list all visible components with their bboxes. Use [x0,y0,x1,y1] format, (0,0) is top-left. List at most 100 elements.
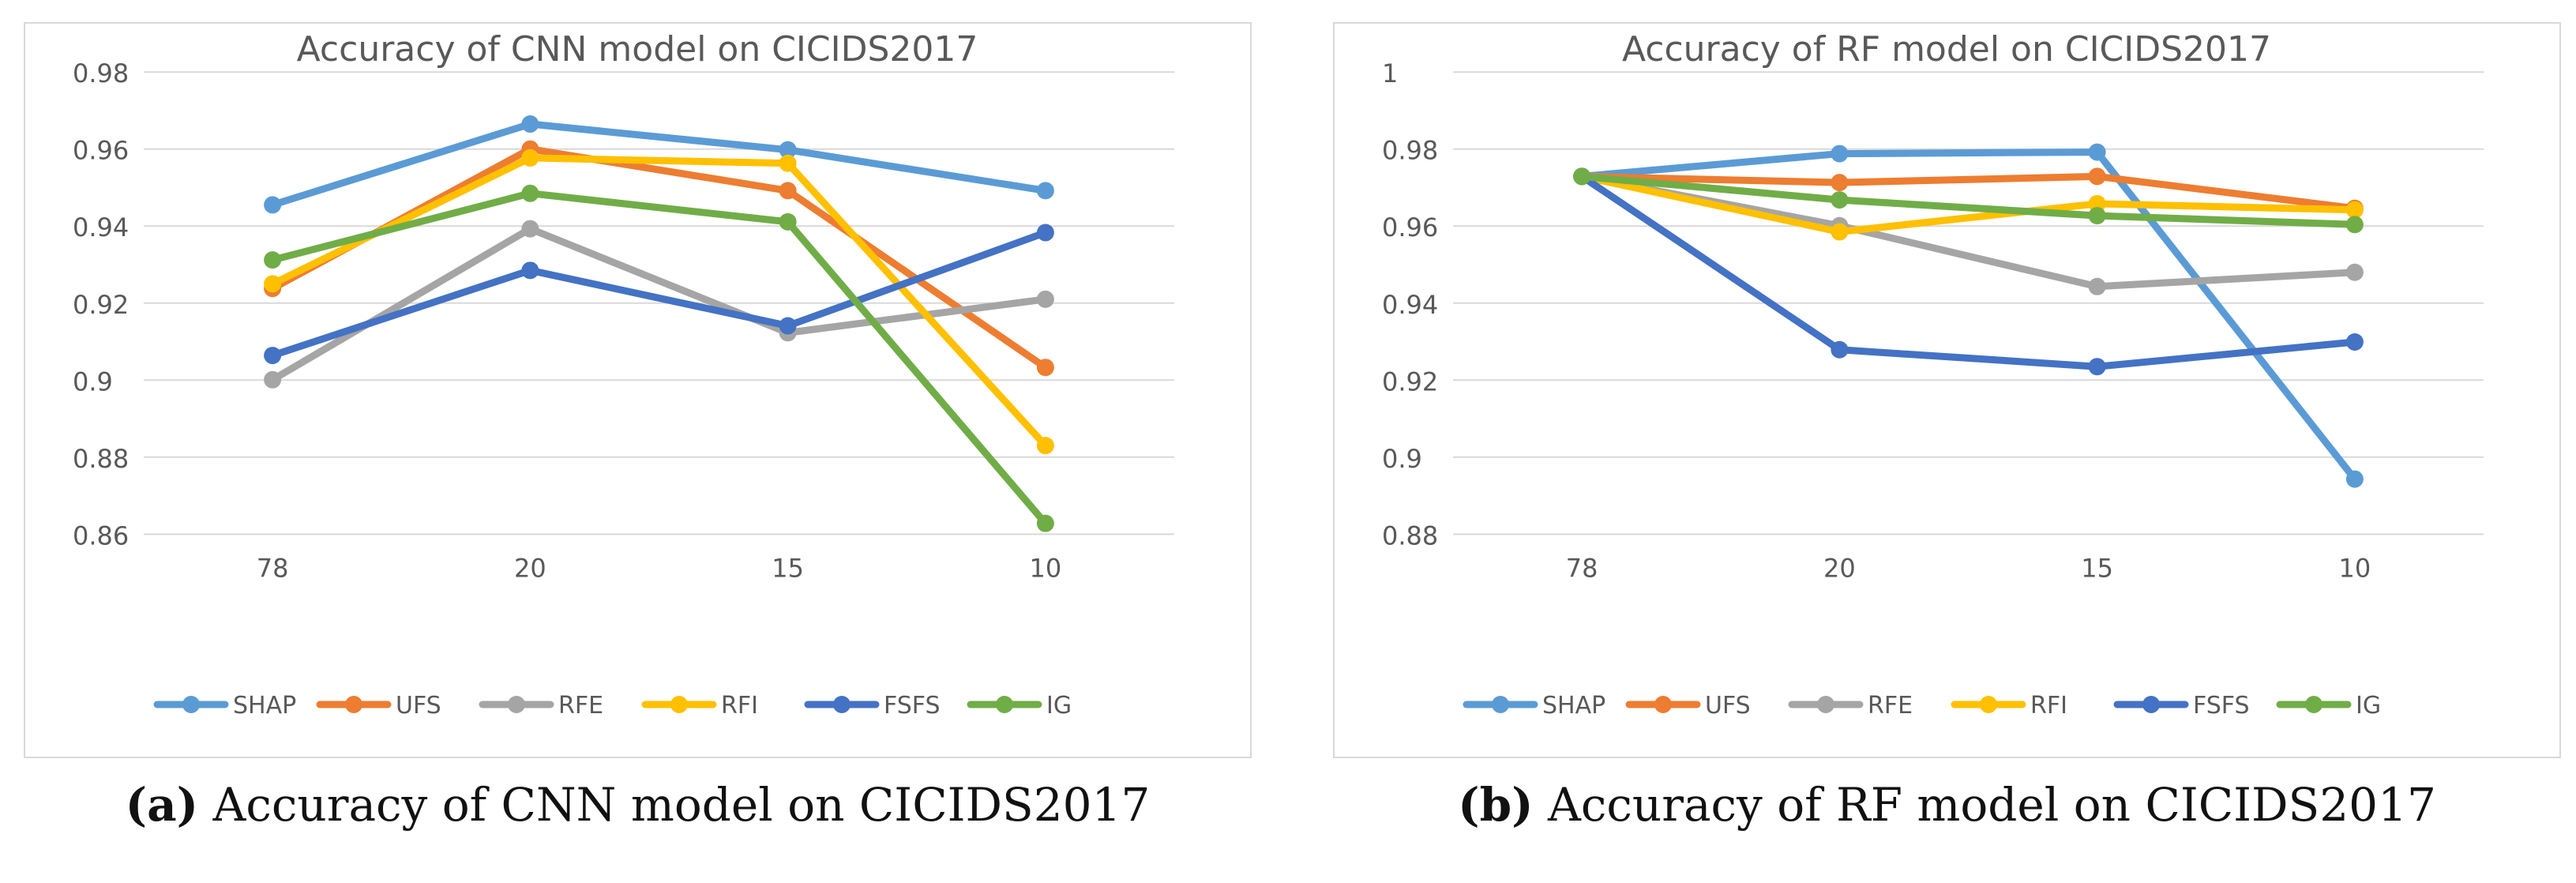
cnn-legend-marker-rfe [508,696,525,713]
cnn-point-fsfs [779,317,797,335]
rf-y-tick-label: 0.98 [1382,136,1438,166]
cnn-legend-marker-shap [182,696,200,713]
rf-point-fsfs [2345,333,2364,351]
cnn-y-tick-label: 0.86 [73,520,129,550]
rf-point-ig [1831,191,1849,209]
rf-point-ufs [2088,167,2106,186]
caption-b-text: Accuracy of RF model on CICIDS2017 [1548,778,2436,832]
rf-series-line-ig [1578,172,2359,228]
rf-point-fsfs [1831,340,1849,359]
chart-panel-rf: Accuracy of RF model on CICIDS2017 0.88 0.… [1333,22,2561,758]
rf-point-ufs [1831,174,1849,192]
rf-point-fsfs [2088,358,2106,376]
rf-legend-marker-ufs [1654,696,1672,713]
rf-y-tick-label: 0.96 [1382,212,1438,242]
cnn-point-fsfs [521,261,539,280]
cnn-point-ig [779,212,797,231]
caption-a-text: Accuracy of CNN model on CICIDS2017 [212,778,1151,832]
rf-series-line-fsfs [1578,172,2359,370]
cnn-y-tick-label: 0.92 [73,290,129,320]
cnn-point-fsfs [1036,224,1054,242]
cnn-legend-label-ig: IG [1046,692,1072,720]
cnn-point-ig [1036,514,1054,532]
cnn-point-ufs [1036,359,1054,377]
cnn-x-tick-label: 78 [257,553,289,583]
cnn-legend-label-fsfs: FSFS [884,692,941,720]
cnn-x-tick-label: 20 [514,553,546,583]
cnn-point-ufs [779,182,797,200]
rf-x-tick-label: 78 [1566,553,1598,583]
rf-point-rfe [2088,277,2106,295]
rf-legend-label-rfe: RFE [1868,692,1913,720]
cnn-point-fsfs [264,347,282,365]
cnn-point-shap [779,141,797,159]
rf-series-line-shap [1578,148,2359,483]
rf-series-line-ufs [1578,172,2359,212]
cnn-y-tick-label: 0.96 [73,136,129,166]
cnn-point-rfe [1036,290,1054,308]
rf-legend-marker-rfe [1817,696,1834,713]
rf-legend-marker-fsfs [2142,696,2160,713]
cnn-accuracy-chart: Accuracy of CNN model on CICIDS2017 0.86 0… [73,29,1174,720]
cnn-series-line-ufs [268,145,1050,371]
rf-y-tick-label: 0.9 [1382,444,1422,474]
cnn-legend-marker-rfi [670,696,688,713]
rf-accuracy-chart: Accuracy of RF model on CICIDS2017 0.88 0.… [1382,29,2484,720]
rf-x-tick-label: 10 [2339,553,2371,583]
rf-legend-label-rfi: RFI [2030,692,2067,720]
cnn-point-shap [1036,182,1054,200]
rf-y-tick-label: 1 [1382,58,1398,88]
rf-legend-label-fsfs: FSFS [2193,692,2250,720]
rf-legend-label-shap: SHAP [1542,692,1605,720]
cnn-y-tick-label: 0.88 [73,444,129,474]
cnn-point-ig [521,184,539,202]
rf-point-rfe [2345,263,2364,281]
cnn-series-line-rfe [268,225,1050,384]
cnn-series-line-fsfs [268,229,1050,359]
cnn-point-rfe [521,220,539,238]
cnn-chart-title: Accuracy of CNN model on CICIDS2017 [297,29,978,70]
rf-point-shap [2345,470,2364,488]
rf-chart-title: Accuracy of RF model on CICIDS2017 [1622,29,2271,70]
cnn-legend-marker-fsfs [833,696,851,713]
cnn-x-tick-label: 15 [772,553,804,583]
cnn-y-tick-label: 0.9 [73,366,113,396]
rf-series-line-rfi [1578,172,2359,236]
cnn-legend-label-ufs: UFS [396,692,441,720]
rf-legend-marker-rfi [1980,696,1997,713]
cnn-point-rfi [779,154,797,172]
rf-legend-marker-shap [1492,696,1509,713]
cnn-point-ig [264,251,282,269]
rf-x-tick-label: 20 [1823,553,1856,583]
cnn-point-rfi [521,148,539,167]
rf-point-ig [1573,167,1591,186]
rf-point-rfi [2345,201,2364,219]
caption-a-tag: (a) [125,778,199,832]
rf-y-tick-label: 0.92 [1382,366,1438,396]
rf-point-shap [1831,145,1849,163]
rf-point-ig [2088,207,2106,225]
cnn-y-tick-label: 0.94 [73,212,129,242]
rf-y-tick-label: 0.88 [1382,520,1438,550]
cnn-point-rfi [264,275,282,293]
rf-x-tick-label: 15 [2081,553,2113,583]
cnn-legend-label-shap: SHAP [233,692,296,720]
rf-legend-label-ig: IG [2356,692,2381,720]
rf-point-rfi [2088,194,2106,212]
cnn-y-tick-label: 0.98 [73,58,129,88]
rf-y-tick-label: 0.94 [1382,290,1438,320]
cnn-point-shap [521,115,539,133]
rf-point-rfi [1831,223,1849,241]
cnn-series-line-shap [268,120,1050,209]
chart-panel-cnn: Accuracy of CNN model on CICIDS2017 0.86 0… [24,22,1252,758]
rf-legend-marker-ig [2305,696,2323,713]
rf-point-ig [2345,216,2364,234]
caption-b: (b) Accuracy of RF model on CICIDS2017 [1333,778,2561,832]
caption-a: (a) Accuracy of CNN model on CICIDS2017 [24,778,1252,832]
caption-b-tag: (b) [1458,778,1534,832]
cnn-point-rfe [264,370,282,389]
cnn-x-tick-label: 10 [1030,553,1062,583]
rf-point-shap [2088,143,2106,161]
rf-legend-label-ufs: UFS [1705,692,1751,720]
cnn-legend-label-rfi: RFI [721,692,758,720]
